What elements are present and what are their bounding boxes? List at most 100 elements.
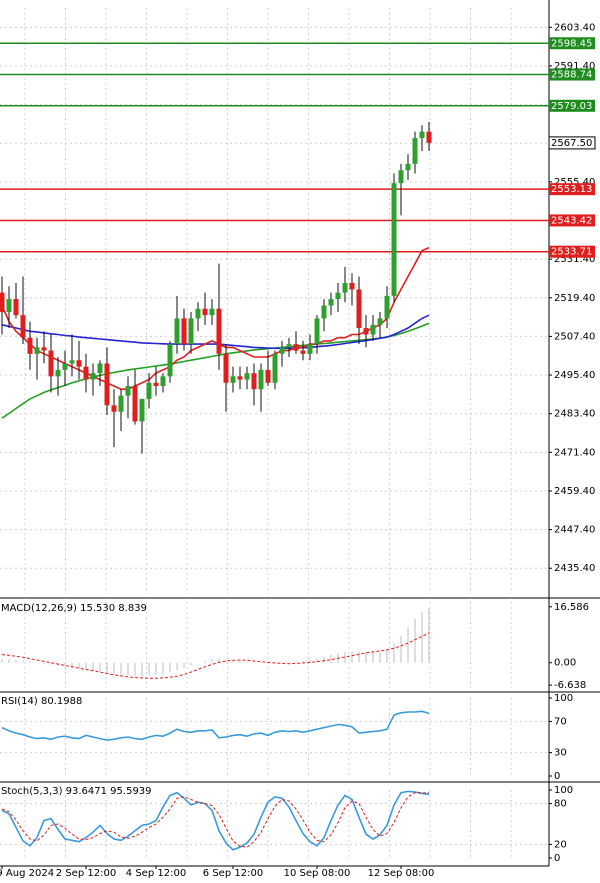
price-tick-label: 2507.40: [554, 331, 595, 342]
candle-body: [55, 369, 61, 377]
candle-body: [181, 318, 187, 345]
level-tag-green: [549, 68, 595, 81]
candle-body: [69, 360, 75, 364]
candle-body: [153, 382, 159, 387]
candle-body: [363, 328, 369, 335]
stoch-title: Stoch(5,3,3) 93.6471 95.5939: [1, 786, 152, 797]
ma-green-line: [1, 322, 430, 419]
price-tick-label: 2471.40: [554, 447, 595, 458]
candle-body: [279, 347, 285, 354]
candle-body: [118, 395, 124, 412]
level-tag-red: [549, 245, 595, 258]
candle-body: [335, 292, 341, 300]
candle-body: [321, 305, 327, 319]
level-tag-green: [549, 37, 595, 50]
candle-body: [125, 386, 131, 396]
candle-body: [293, 344, 299, 351]
candle-body: [405, 163, 411, 171]
price-tick-label: 2603.40: [554, 22, 595, 33]
candle-body: [398, 170, 404, 184]
macd-title: MACD(12,26,9) 15.530 8.839: [1, 603, 147, 614]
time-tick-label: 2 Sep 12:00: [56, 868, 116, 879]
time-tick-label: 10 Sep 08:00: [284, 868, 351, 879]
level-tag-label: 2598.45: [551, 38, 592, 49]
candle-body: [391, 183, 397, 296]
candle-body: [300, 350, 306, 354]
candle-body: [104, 363, 110, 406]
candle-body: [370, 324, 376, 335]
rsi-tick-label: 70: [554, 716, 567, 727]
candle-body: [139, 398, 145, 422]
candle-body: [6, 299, 12, 312]
last-price-tag: [548, 136, 596, 150]
candle-body: [258, 369, 264, 390]
price-tick-label: 2495.40: [554, 370, 595, 381]
candle-body: [356, 289, 362, 329]
macd-tick-label: 16.586: [554, 602, 589, 613]
stoch-d-line: [1, 792, 430, 848]
candle-body: [174, 318, 180, 345]
candle-body: [48, 350, 54, 377]
candle-body: [349, 282, 355, 290]
price-tick-label: 2555.40: [554, 177, 595, 188]
level-tag-label: 2543.42: [551, 215, 592, 226]
candle-body: [209, 308, 215, 316]
level-tag-label: 2553.13: [551, 184, 592, 195]
ma-red-line: [1, 246, 430, 391]
candle-body: [412, 138, 418, 164]
ma-blue-line: [1, 314, 430, 350]
candle-body: [62, 363, 68, 370]
stoch-k-line: [1, 790, 430, 851]
price-tick-label: 2591.40: [554, 61, 595, 72]
candle-body: [244, 373, 250, 380]
macd-tick-label: 0.00: [554, 658, 576, 669]
candle-body: [41, 347, 47, 351]
candle-body: [195, 308, 201, 319]
candle-body: [76, 360, 82, 367]
candle-body: [307, 344, 313, 354]
macd-tick-label: -6.638: [554, 680, 586, 691]
rsi-title: RSI(14) 80.1988: [1, 696, 82, 707]
time-tick-label: 6 Sep 12:00: [203, 868, 263, 879]
candle-body: [34, 347, 40, 354]
candle-body: [13, 299, 19, 316]
candle-body: [27, 337, 33, 354]
candle-body: [0, 292, 5, 312]
candle-body: [146, 382, 152, 399]
candle-body: [90, 373, 96, 380]
candle-body: [377, 318, 383, 325]
candle-body: [132, 386, 138, 422]
candle-body: [230, 376, 236, 383]
stoch-tick-label: 20: [554, 839, 567, 850]
price-tick-label: 2483.40: [554, 409, 595, 420]
candle-body: [188, 318, 194, 345]
candle-body: [160, 376, 166, 387]
candle-body: [265, 369, 271, 383]
candle-body: [272, 353, 278, 383]
candle-body: [384, 295, 390, 319]
time-tick-label: 12 Sep 08:00: [368, 868, 435, 879]
stoch-tick-label: 0: [554, 853, 560, 864]
candle-body: [20, 315, 26, 338]
candle-body: [286, 344, 292, 348]
time-tick-label: 29 Aug 2024: [0, 868, 54, 879]
level-tag-label: 2579.03: [551, 101, 592, 112]
candle-body: [216, 308, 222, 354]
level-tag-green: [549, 99, 595, 112]
level-tag-label: 2588.74: [551, 70, 592, 81]
candle-body: [314, 318, 320, 345]
candle-body: [223, 353, 229, 383]
candle-body: [237, 376, 243, 380]
level-tag-label: 2533.71: [551, 247, 592, 258]
macd-signal-line: [1, 632, 430, 679]
price-tick-label: 2435.40: [554, 563, 595, 574]
price-tick-label: 2459.40: [554, 486, 595, 497]
candle-body: [426, 131, 432, 143]
candle-body: [251, 373, 257, 390]
price-tick-label: 2531.40: [554, 254, 595, 265]
candle-body: [111, 405, 117, 412]
rsi-tick-label: 0: [554, 771, 560, 782]
rsi-line: [1, 710, 430, 741]
